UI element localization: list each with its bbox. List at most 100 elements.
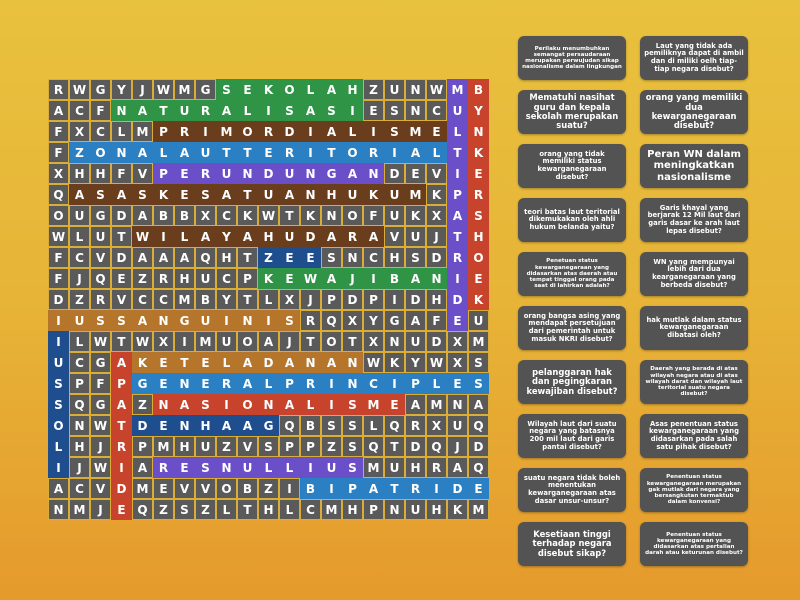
grid-cell[interactable]: U bbox=[447, 415, 468, 436]
grid-cell[interactable]: R bbox=[363, 142, 384, 163]
grid-cell[interactable]: T bbox=[174, 352, 195, 373]
grid-cell[interactable]: L bbox=[279, 457, 300, 478]
grid-cell[interactable]: D bbox=[111, 247, 132, 268]
grid-cell[interactable]: C bbox=[300, 499, 321, 520]
grid-cell[interactable]: Z bbox=[195, 499, 216, 520]
grid-cell[interactable]: S bbox=[342, 436, 363, 457]
grid-cell[interactable]: H bbox=[468, 226, 489, 247]
grid-cell[interactable]: S bbox=[216, 79, 237, 100]
grid-cell[interactable]: O bbox=[48, 205, 69, 226]
grid-cell[interactable]: L bbox=[69, 331, 90, 352]
grid-cell[interactable]: G bbox=[132, 373, 153, 394]
grid-cell[interactable]: U bbox=[69, 205, 90, 226]
grid-cell[interactable]: R bbox=[468, 184, 489, 205]
grid-cell[interactable]: M bbox=[468, 499, 489, 520]
grid-cell[interactable]: Q bbox=[90, 268, 111, 289]
grid-cell[interactable]: Q bbox=[384, 415, 405, 436]
grid-cell[interactable]: R bbox=[195, 100, 216, 121]
grid-cell[interactable]: M bbox=[405, 184, 426, 205]
grid-cell[interactable]: A bbox=[447, 457, 468, 478]
grid-cell[interactable]: T bbox=[111, 226, 132, 247]
grid-cell[interactable]: N bbox=[153, 394, 174, 415]
grid-cell[interactable]: J bbox=[90, 436, 111, 457]
grid-cell[interactable]: A bbox=[216, 415, 237, 436]
grid-cell[interactable]: R bbox=[300, 373, 321, 394]
grid-cell[interactable]: U bbox=[216, 331, 237, 352]
grid-cell[interactable]: G bbox=[321, 163, 342, 184]
grid-cell[interactable]: X bbox=[153, 331, 174, 352]
grid-cell[interactable]: U bbox=[447, 100, 468, 121]
grid-cell[interactable]: M bbox=[363, 394, 384, 415]
grid-cell[interactable]: W bbox=[69, 79, 90, 100]
grid-cell[interactable]: V bbox=[90, 247, 111, 268]
clue-card[interactable]: orang yang memiliki dua kewarganegaraan … bbox=[640, 90, 748, 134]
grid-cell[interactable]: U bbox=[342, 184, 363, 205]
grid-cell[interactable]: L bbox=[216, 499, 237, 520]
grid-cell[interactable]: W bbox=[426, 79, 447, 100]
grid-cell[interactable]: G bbox=[195, 79, 216, 100]
grid-cell[interactable]: W bbox=[300, 268, 321, 289]
grid-cell[interactable]: J bbox=[279, 331, 300, 352]
grid-cell[interactable]: Z bbox=[153, 499, 174, 520]
grid-cell[interactable]: P bbox=[300, 436, 321, 457]
grid-cell[interactable]: X bbox=[48, 163, 69, 184]
grid-cell[interactable]: A bbox=[111, 184, 132, 205]
grid-cell[interactable]: X bbox=[195, 205, 216, 226]
grid-cell[interactable]: D bbox=[258, 352, 279, 373]
grid-cell[interactable]: A bbox=[363, 226, 384, 247]
grid-cell[interactable]: X bbox=[342, 310, 363, 331]
grid-cell[interactable]: M bbox=[468, 331, 489, 352]
clue-card[interactable]: pelanggaran hak dan pegingkaran kewajiba… bbox=[518, 360, 626, 404]
grid-cell[interactable]: U bbox=[384, 205, 405, 226]
grid-cell[interactable]: E bbox=[363, 100, 384, 121]
clue-card[interactable]: WN yang mempunyai lebih dari dua keargan… bbox=[640, 252, 748, 296]
grid-cell[interactable]: Y bbox=[405, 352, 426, 373]
grid-cell[interactable]: O bbox=[237, 394, 258, 415]
grid-cell[interactable]: E bbox=[447, 373, 468, 394]
grid-cell[interactable]: S bbox=[342, 457, 363, 478]
grid-cell[interactable]: S bbox=[90, 184, 111, 205]
grid-cell[interactable]: E bbox=[405, 163, 426, 184]
grid-cell[interactable]: I bbox=[48, 457, 69, 478]
grid-cell[interactable]: N bbox=[237, 310, 258, 331]
grid-cell[interactable]: A bbox=[468, 394, 489, 415]
grid-cell[interactable]: T bbox=[447, 142, 468, 163]
grid-cell[interactable]: A bbox=[405, 394, 426, 415]
grid-cell[interactable]: K bbox=[468, 142, 489, 163]
grid-cell[interactable]: D bbox=[258, 163, 279, 184]
grid-cell[interactable]: O bbox=[90, 142, 111, 163]
grid-cell[interactable]: A bbox=[132, 247, 153, 268]
grid-cell[interactable]: P bbox=[321, 289, 342, 310]
clue-card[interactable]: Mematuhi nasihat guru dan kepala sekolah… bbox=[518, 90, 626, 134]
grid-cell[interactable]: F bbox=[426, 310, 447, 331]
grid-cell[interactable]: M bbox=[447, 79, 468, 100]
clue-card[interactable]: orang yang tidak memiliki status kewarga… bbox=[518, 144, 626, 188]
grid-cell[interactable]: J bbox=[300, 289, 321, 310]
grid-cell[interactable]: D bbox=[447, 289, 468, 310]
grid-cell[interactable]: I bbox=[363, 121, 384, 142]
grid-cell[interactable]: I bbox=[363, 268, 384, 289]
grid-cell[interactable]: N bbox=[111, 100, 132, 121]
grid-cell[interactable]: E bbox=[468, 163, 489, 184]
grid-cell[interactable]: Z bbox=[132, 268, 153, 289]
grid-cell[interactable]: D bbox=[384, 163, 405, 184]
clue-card[interactable]: Asas penentuan status kewarganegaraan ya… bbox=[640, 414, 748, 458]
grid-cell[interactable]: R bbox=[300, 310, 321, 331]
grid-cell[interactable]: A bbox=[279, 394, 300, 415]
grid-cell[interactable]: S bbox=[195, 184, 216, 205]
grid-cell[interactable]: U bbox=[279, 226, 300, 247]
grid-cell[interactable]: Q bbox=[132, 499, 153, 520]
grid-cell[interactable]: R bbox=[447, 247, 468, 268]
grid-cell[interactable]: X bbox=[447, 352, 468, 373]
grid-cell[interactable]: H bbox=[258, 499, 279, 520]
grid-cell[interactable]: L bbox=[342, 121, 363, 142]
grid-cell[interactable]: I bbox=[447, 163, 468, 184]
grid-cell[interactable]: E bbox=[153, 373, 174, 394]
grid-cell[interactable]: A bbox=[174, 394, 195, 415]
grid-cell[interactable]: P bbox=[279, 373, 300, 394]
grid-cell[interactable]: D bbox=[447, 478, 468, 499]
grid-cell[interactable]: U bbox=[216, 163, 237, 184]
grid-cell[interactable]: I bbox=[216, 394, 237, 415]
grid-cell[interactable]: N bbox=[300, 163, 321, 184]
grid-cell[interactable]: A bbox=[69, 184, 90, 205]
